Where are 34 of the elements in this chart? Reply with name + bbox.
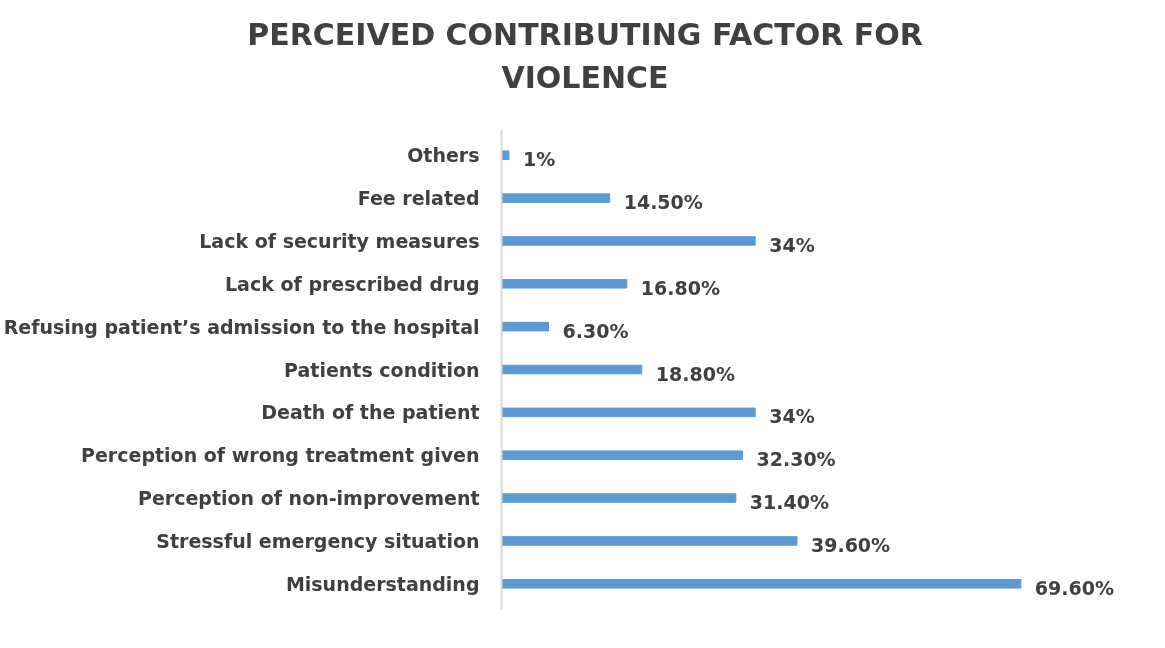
y-tick-label: Lack of security measures bbox=[199, 229, 480, 252]
data-label: 18.80% bbox=[655, 362, 735, 385]
bar bbox=[501, 364, 643, 375]
data-label: 6.30% bbox=[562, 319, 629, 342]
y-tick-label: Others bbox=[407, 144, 480, 167]
bar bbox=[501, 579, 1022, 589]
data-label: 16.80% bbox=[640, 276, 720, 299]
y-tick-label: Refusing patient’s admission to the hospital bbox=[3, 315, 480, 338]
data-label: 39.60% bbox=[810, 533, 891, 556]
bar bbox=[501, 193, 611, 203]
data-label: 32.30% bbox=[756, 448, 836, 471]
y-tick-label: Lack of prescribed drug bbox=[225, 272, 480, 295]
bar bbox=[501, 279, 628, 289]
data-label: 31.40% bbox=[749, 491, 829, 514]
bar bbox=[501, 407, 756, 418]
data-label: 1% bbox=[522, 148, 556, 171]
bar bbox=[501, 493, 737, 503]
chart-title: PERCEIVED CONTRIBUTING FACTOR FOR VIOLENCE bbox=[247, 16, 923, 97]
y-tick-label: Patients condition bbox=[284, 358, 480, 381]
y-tick-label: Perception of non-improvement bbox=[137, 487, 480, 510]
bar bbox=[501, 236, 756, 246]
y-tick-label: Misunderstanding bbox=[285, 572, 480, 595]
data-label: 34% bbox=[769, 233, 815, 256]
data-label: 14.50% bbox=[623, 191, 703, 214]
y-tick-label: Death of the patient bbox=[261, 401, 480, 424]
data-label: 69.60% bbox=[1034, 576, 1114, 599]
bar bbox=[501, 150, 510, 160]
y-tick-label: Perception of wrong treatment given bbox=[81, 444, 480, 467]
bar bbox=[501, 321, 550, 332]
data-label: 34% bbox=[769, 405, 815, 428]
bar bbox=[501, 450, 744, 460]
y-tick-label: Stressful emergency situation bbox=[156, 529, 480, 552]
bar bbox=[501, 536, 798, 546]
y-tick-label: Fee related bbox=[357, 187, 480, 210]
